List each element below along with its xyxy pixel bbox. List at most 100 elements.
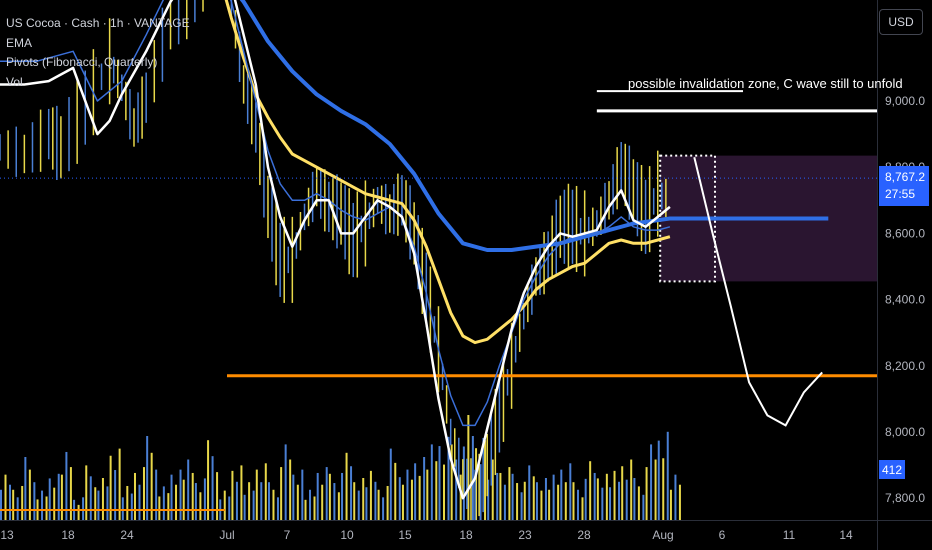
y-tick-label: 8,200.0 [885, 359, 925, 373]
volume-bar [179, 469, 182, 520]
volume-bar [414, 463, 417, 520]
volume-bar [162, 486, 165, 520]
volume-bar [57, 473, 60, 520]
volume-bar [459, 474, 462, 520]
volume-bar [223, 490, 226, 520]
volume-bar [511, 473, 514, 520]
volume-bar [276, 497, 279, 520]
volume-bar [45, 496, 48, 520]
volume-bar [410, 479, 413, 520]
last-price-badge: 8,767.2 27:55 [879, 166, 929, 206]
volume-bar [418, 475, 421, 520]
x-tick-label: 7 [284, 528, 291, 542]
volume-bar [535, 482, 538, 520]
legend-vol[interactable]: Vol [6, 74, 23, 89]
volume-bar [596, 478, 599, 520]
legend-ema[interactable]: EMA [6, 35, 33, 50]
legend-symbol[interactable]: US Cocoa · Cash · 1h · VANTAGE [6, 16, 190, 30]
volume-bar [540, 490, 543, 520]
volume-bar [101, 478, 104, 520]
volume-bar [211, 456, 214, 520]
x-tick-label: 11 [783, 528, 796, 542]
volume-bar [520, 492, 523, 520]
volume-bar [382, 497, 385, 520]
volume-bar [260, 482, 263, 520]
volume-bar [581, 497, 584, 520]
volume-bar [313, 496, 316, 520]
volume-bar [642, 494, 645, 520]
volume-bar [289, 459, 292, 520]
volume-bar [118, 448, 121, 520]
y-tick-label: 7,800.0 [885, 491, 925, 505]
volume-bar [150, 452, 153, 520]
volume-bar [508, 467, 511, 520]
volume-bar [669, 489, 672, 520]
volume-bar [207, 440, 210, 520]
volume-bar [544, 478, 547, 520]
projection-line [693, 157, 823, 427]
volume-bar [89, 476, 92, 520]
volume-bar [674, 474, 677, 520]
series-ema-yellow [224, 0, 671, 345]
volume-bar [377, 489, 380, 520]
volume-bar [430, 444, 433, 520]
volume-bar [21, 485, 24, 520]
legend-pivots[interactable]: Pivots (Fibonacci, Quarterly) [6, 55, 158, 69]
x-tick-label: 13 [0, 528, 14, 542]
volume-bar [255, 469, 258, 520]
volume-bar [28, 469, 31, 520]
volume-bar [191, 472, 194, 520]
volume-bar [304, 499, 307, 520]
volume-bar [65, 451, 68, 520]
volume-bar [650, 444, 653, 520]
volume-bar [389, 448, 392, 520]
volume-bar [455, 459, 458, 520]
annotation-line [596, 90, 877, 113]
volume-bar [447, 436, 450, 520]
volume-bar [60, 474, 63, 520]
volume-bar [228, 496, 231, 520]
volume-bar [369, 470, 372, 520]
x-tick-label: 10 [340, 528, 354, 542]
volume-bar [316, 472, 319, 520]
volume-bars [0, 415, 681, 520]
volume-bar [121, 497, 124, 520]
volume-bar [613, 470, 616, 520]
volume-bar [328, 473, 331, 520]
volume-bar [394, 462, 397, 520]
volume-bar [12, 489, 15, 520]
volume-bar [362, 478, 365, 520]
volume-bar [16, 497, 19, 520]
volume-bar [69, 467, 72, 520]
volume-bar [438, 446, 441, 520]
volume-bar [231, 470, 234, 520]
volume-bar [41, 490, 44, 520]
annotation-text: possible invalidation zone, C wave still… [628, 76, 903, 91]
volume-bar [666, 431, 669, 520]
volume-bar [557, 484, 560, 520]
volume-bar [552, 474, 555, 520]
volume-bar [678, 484, 681, 520]
series-ema-blue-thick [239, 0, 829, 252]
volume-bar [471, 436, 474, 520]
volume-bar [170, 474, 173, 520]
volume-bar [423, 457, 426, 520]
volume-bar [243, 494, 246, 520]
volume-bar [85, 465, 88, 520]
volume-bar [321, 484, 324, 520]
volume-bar [625, 479, 628, 520]
volume-bar [33, 482, 36, 520]
volume-bar [187, 459, 190, 520]
volume-bar [9, 484, 11, 520]
currency-button[interactable]: USD [879, 9, 923, 35]
volume-bar [637, 486, 640, 520]
volume-bar [654, 459, 657, 520]
volume-badge: 412 [879, 460, 905, 479]
volume-bar [633, 478, 636, 520]
volume-bar [325, 467, 328, 520]
volume-bar [280, 467, 283, 520]
x-tick-label: 14 [839, 528, 853, 542]
volume-bar [199, 492, 202, 520]
volume-bar [662, 458, 665, 520]
